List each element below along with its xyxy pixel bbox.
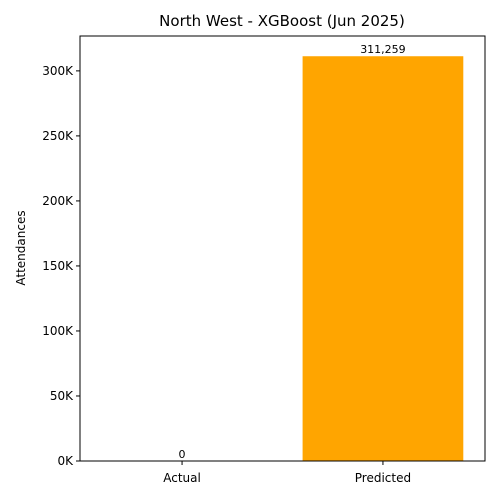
data-labels-group: 0 311,259 [179,43,406,461]
x-tick-label: Predicted [355,471,411,485]
y-axis-ticks: 0K 50K 100K 150K 200K 250K 300K [42,64,80,468]
x-tick-label: Actual [163,471,201,485]
y-tick-label: 150K [42,259,74,273]
y-tick-label: 300K [42,64,74,78]
y-axis-label: Attendances [14,210,28,285]
y-tick-label: 50K [50,389,74,403]
bar-predicted [302,56,464,461]
data-label-actual: 0 [179,448,186,461]
y-tick-label: 200K [42,194,74,208]
data-label-predicted: 311,259 [360,43,406,56]
y-tick-label: 0K [57,454,74,468]
y-tick-label: 250K [42,129,74,143]
chart-title: North West - XGBoost (Jun 2025) [159,12,405,30]
x-axis-ticks: Actual Predicted [163,461,411,485]
plot-frame [79,35,486,462]
bars-group [302,56,464,461]
y-tick-label: 100K [42,324,74,338]
